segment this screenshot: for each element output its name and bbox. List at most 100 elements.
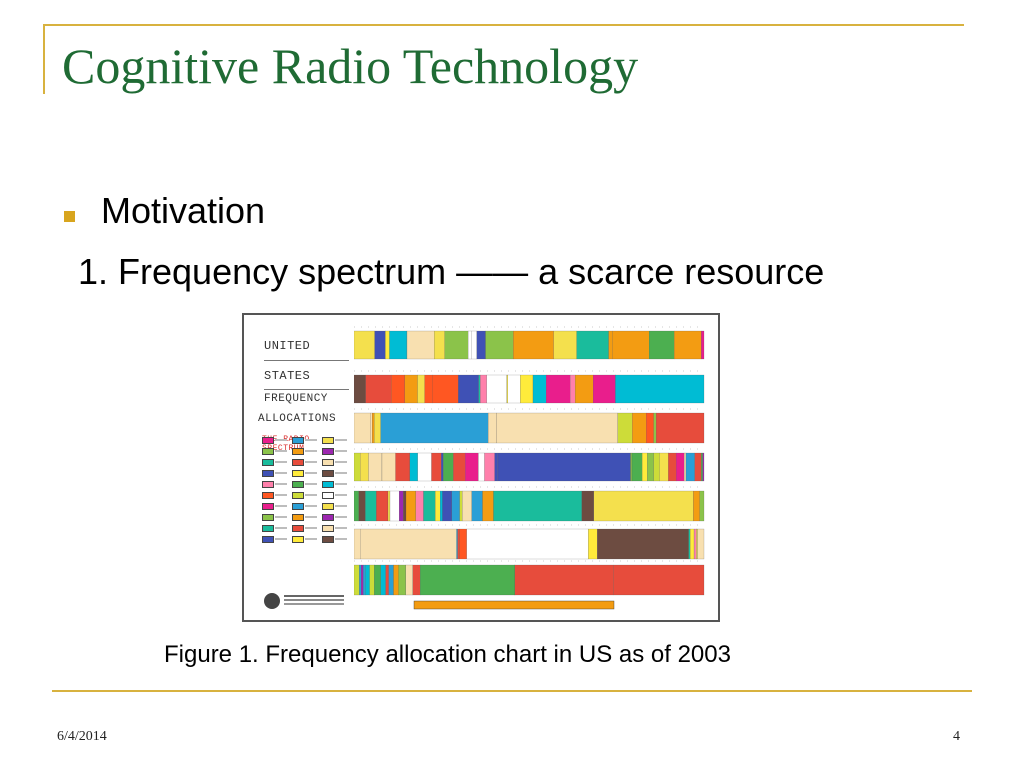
allocation-band-block: [417, 452, 432, 482]
legend-swatch-label: [305, 461, 317, 463]
footer-page-number: 4: [953, 729, 960, 744]
legend-swatch: [292, 514, 304, 521]
allocation-band-block: [613, 564, 705, 596]
allocation-band-block: [546, 374, 571, 404]
legend-swatch: [322, 503, 334, 510]
legend-swatch-label: [305, 505, 317, 507]
allocation-band-block: [354, 330, 375, 360]
allocation-band-block: [388, 564, 394, 596]
allocation-band-block: [480, 374, 487, 404]
allocation-band-block: [507, 374, 521, 404]
legend-swatch-label: [275, 505, 287, 507]
allocation-band-block: [389, 490, 400, 522]
allocation-band-block: [612, 330, 650, 360]
allocation-band-block: [494, 452, 499, 482]
legend-swatch-label: [275, 516, 287, 518]
allocation-band-block: [370, 412, 373, 444]
allocation-band-block: [458, 374, 479, 404]
subpoint-frequency-spectrum: 1. Frequency spectrum —— a scarce resour…: [78, 251, 825, 292]
allocation-band-block: [476, 330, 486, 360]
legend-swatch: [292, 503, 304, 510]
allocation-band-block: [405, 564, 414, 596]
allocation-band-block: [701, 452, 703, 482]
allocation-band-block: [520, 374, 534, 404]
allocation-band-block: [380, 412, 489, 444]
legend-swatch-label: [335, 516, 347, 518]
footer-rule: [52, 690, 972, 692]
allocation-band-block: [376, 490, 389, 522]
allocation-band-block: [360, 564, 364, 596]
legend-swatch-label: [305, 472, 317, 474]
allocation-band-block: [358, 490, 366, 522]
legend-swatch: [292, 437, 304, 444]
allocation-band-block: [497, 452, 631, 482]
seal-caption-lines: [284, 595, 344, 597]
allocation-band-block: [434, 330, 445, 360]
allocation-band-block: [369, 564, 375, 596]
legend-swatch: [322, 525, 334, 532]
legend-swatch-label: [275, 483, 287, 485]
allocation-band-block: [513, 330, 554, 360]
legend-swatch-label: [305, 450, 317, 452]
legend-swatch-label: [275, 461, 287, 463]
legend-swatch-label: [275, 450, 287, 452]
allocation-band-block: [676, 452, 685, 482]
legend-swatch: [292, 492, 304, 499]
allocation-band-block: [496, 412, 619, 444]
allocation-band-block: [478, 452, 485, 482]
allocation-band-block: [485, 330, 514, 360]
legend-swatch: [262, 437, 274, 444]
legend-swatch: [322, 536, 334, 543]
allocation-band-block: [699, 490, 705, 522]
left-accent-rule: [43, 24, 45, 94]
allocation-band-block: [365, 374, 392, 404]
allocation-band-block: [363, 564, 366, 596]
legend-swatch-label: [305, 516, 317, 518]
legend-swatch-label: [305, 439, 317, 441]
allocation-band-block: [632, 412, 647, 444]
allocation-band-block: [466, 528, 589, 560]
allocation-band-block: [395, 452, 410, 482]
allocation-band-block: [653, 412, 657, 444]
allocation-band-block: [581, 490, 594, 522]
legend-divider: [264, 389, 349, 390]
legend-swatch: [292, 481, 304, 488]
department-seal-icon: [264, 593, 280, 609]
allocation-band-block: [385, 564, 389, 596]
allocation-band-block: [593, 374, 616, 404]
allocation-band-block: [482, 490, 494, 522]
allocation-band-block: [354, 452, 361, 482]
allocation-band-block: [391, 374, 406, 404]
legend-swatch: [262, 448, 274, 455]
legend-swatch: [292, 470, 304, 477]
legend-swatch-label: [305, 494, 317, 496]
allocation-band-block: [693, 490, 700, 522]
allocation-band-block: [576, 330, 609, 360]
allocation-band-block: [532, 374, 547, 404]
figure-caption: Figure 1. Frequency allocation chart in …: [164, 641, 731, 668]
allocation-band-block: [456, 528, 458, 560]
legend-swatch: [292, 536, 304, 543]
allocation-band-block: [470, 330, 477, 360]
allocation-band-block: [597, 528, 689, 560]
legend-swatch: [262, 525, 274, 532]
allocation-band-block: [354, 564, 360, 596]
allocation-band-block: [432, 374, 459, 404]
allocation-band-block: [419, 564, 516, 596]
allocation-band-block: [399, 490, 404, 522]
allocation-band-block: [424, 374, 433, 404]
legend-line-frequency: FREQUENCY: [264, 393, 328, 405]
chart-legend: UNITED STATES FREQUENCY ALLOCATIONS THE …: [252, 325, 352, 615]
allocation-band-block: [575, 374, 594, 404]
legend-swatch: [262, 470, 274, 477]
legend-swatch: [292, 448, 304, 455]
footer-date: 6/4/2014: [57, 729, 107, 744]
legend-swatch: [262, 481, 274, 488]
allocation-band-block: [406, 330, 435, 360]
allocation-band-block: [409, 452, 418, 482]
allocation-band-block: [631, 452, 643, 482]
legend-swatch-label: [275, 472, 287, 474]
allocation-band-block: [617, 412, 633, 444]
top-accent-rule: [43, 24, 964, 26]
legend-line-states: STATES: [264, 369, 311, 383]
